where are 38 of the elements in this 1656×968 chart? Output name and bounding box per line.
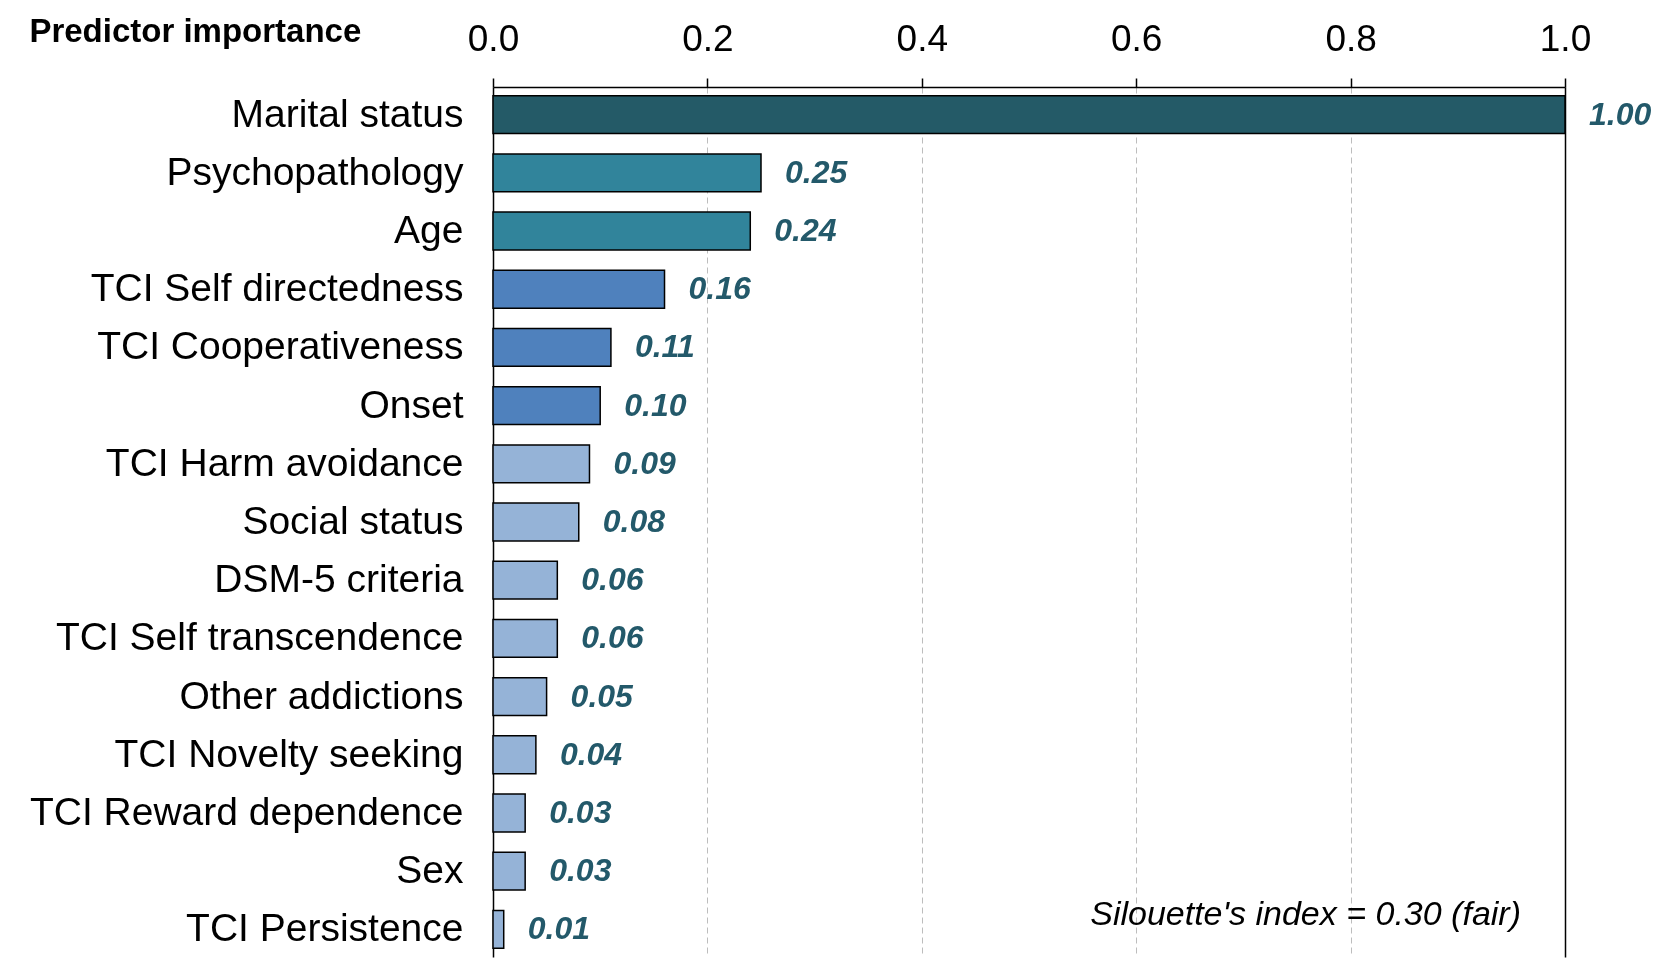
y-tick-label: Social status	[242, 499, 464, 542]
x-tick-label: 1.0	[1539, 17, 1592, 59]
x-tick-label: 0.6	[1110, 17, 1163, 59]
data-label: 0.11	[634, 328, 695, 365]
y-tick-label: DSM-5 criteria	[214, 557, 464, 601]
data-label: 0.10	[624, 386, 687, 423]
y-tick-label: Other addictions	[179, 673, 464, 717]
y-tick-label: TCI Cooperativeness	[97, 324, 464, 368]
y-tick-label: Psychopathology	[166, 149, 464, 193]
data-label: 0.25	[785, 153, 849, 190]
y-tick-label: Marital status	[231, 91, 464, 135]
y-tick-label: TCI Harm avoidance	[105, 440, 464, 484]
annotation: Silouette's index = 0.30 (fair)	[1090, 894, 1521, 932]
y-tick-label: Sex	[396, 848, 464, 892]
data-label: 0.24	[774, 212, 837, 249]
x-tick-label: 0.0	[467, 17, 520, 59]
data-label: 0.09	[613, 444, 676, 481]
text: Predictor importance	[29, 12, 362, 49]
data-label: 0.06	[581, 619, 644, 656]
data-label: 0.16	[688, 270, 751, 307]
data-label: 0.04	[559, 735, 623, 772]
y-tick-label: TCI Novelty seeking	[114, 731, 464, 775]
data-label: 0.05	[570, 677, 635, 714]
x-tick-label: 0.4	[896, 17, 949, 59]
data-label: 0.03	[549, 793, 612, 830]
data-label: 0.03	[549, 852, 612, 889]
y-tick-label: TCI Reward dependence	[29, 789, 464, 833]
data-label: 0.08	[602, 503, 666, 539]
y-tick-label: TCI Self transcendence	[55, 615, 464, 659]
data-label: 0.01	[527, 910, 590, 947]
x-tick-label: 0.8	[1325, 17, 1377, 59]
y-tick-label: Age	[394, 208, 464, 252]
y-tick-label: TCI Self directedness	[90, 266, 464, 310]
x-tick-label: 0.2	[682, 17, 734, 59]
y-tick-label: TCI Persistence	[186, 906, 464, 950]
data-label: 1.00	[1589, 95, 1652, 132]
y-tick-label: Onset	[359, 382, 464, 426]
data-label: 0.06	[581, 561, 644, 598]
